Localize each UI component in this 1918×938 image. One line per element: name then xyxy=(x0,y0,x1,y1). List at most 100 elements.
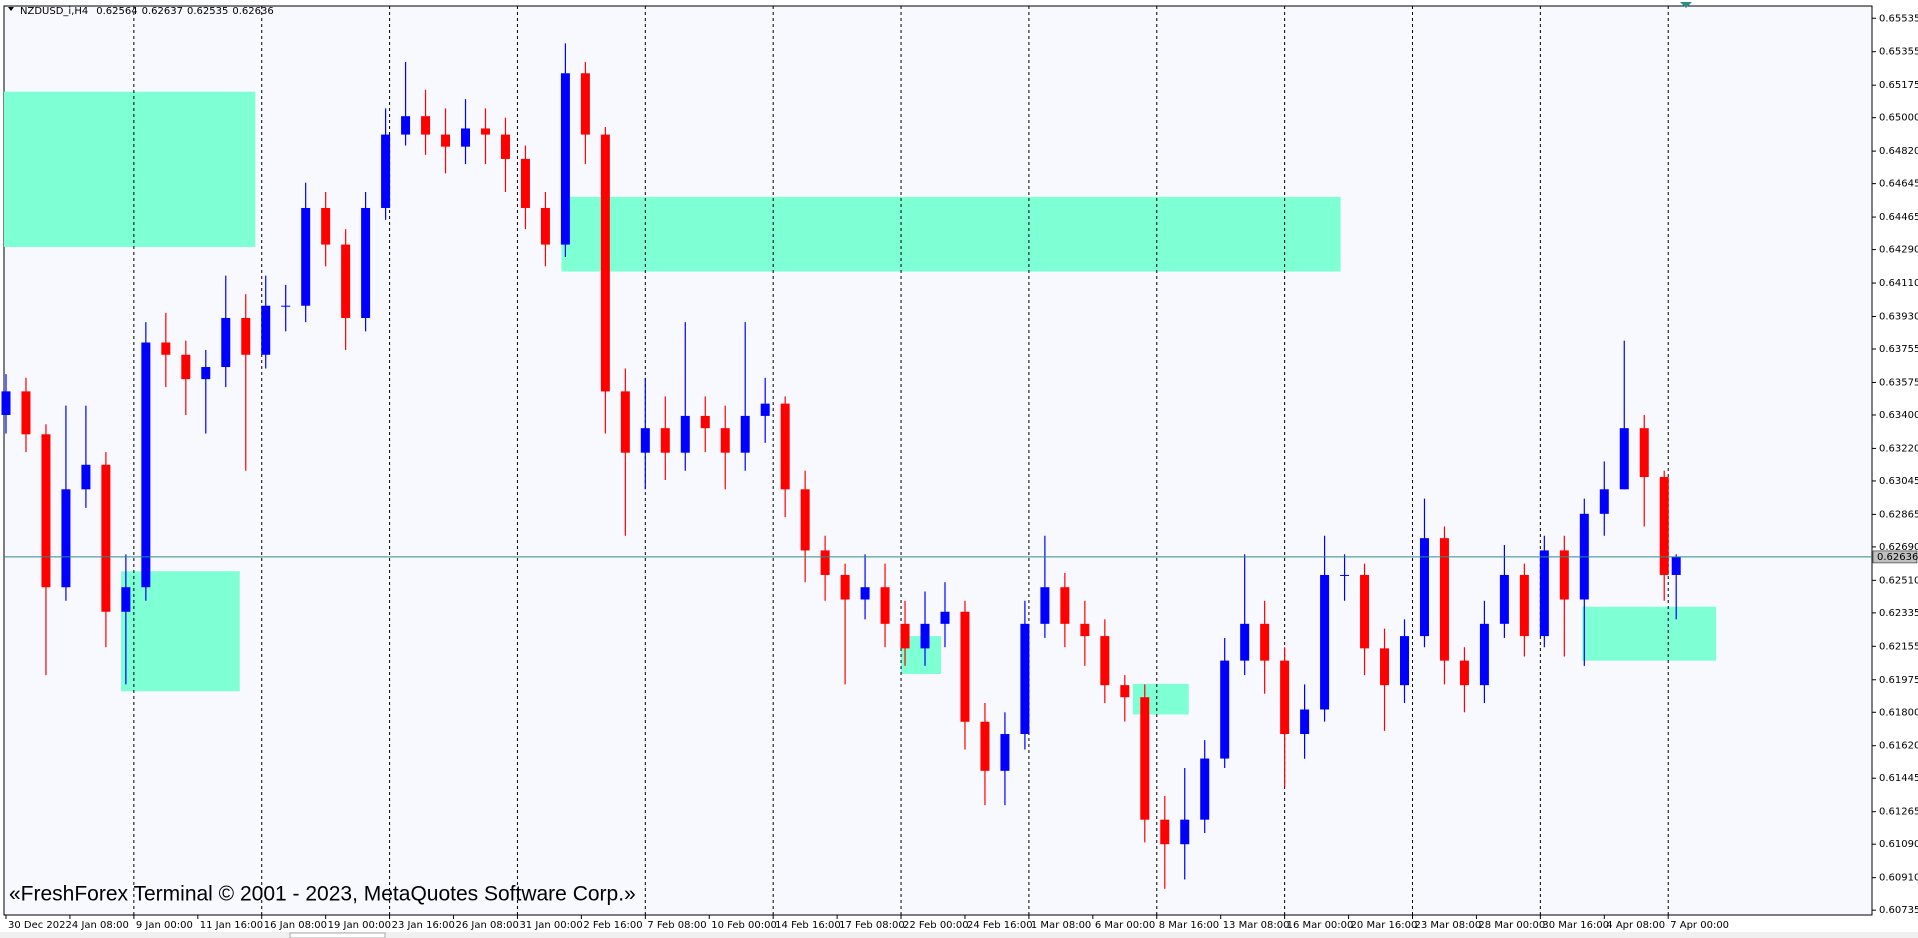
x-tick-label: 24 Feb 16:00 xyxy=(967,920,1033,931)
low: 0.62535 xyxy=(187,6,228,17)
candle-body xyxy=(461,128,471,147)
candle-body xyxy=(780,403,790,490)
tab[interactable] xyxy=(289,932,386,938)
y-tick-label: 0.65535 xyxy=(1879,13,1918,24)
candle-body xyxy=(1280,660,1290,735)
x-tick-label: 7 Apr 00:00 xyxy=(1670,920,1729,931)
candle-body xyxy=(920,623,930,649)
candle-body xyxy=(880,587,890,624)
x-tick-label: 4 Apr 08:00 xyxy=(1606,920,1665,931)
x-tick-label: 31 Jan 00:00 xyxy=(519,920,582,931)
candle-body xyxy=(680,415,690,453)
candle-body xyxy=(1320,574,1330,710)
candle-body xyxy=(261,305,271,355)
candle-body xyxy=(1459,660,1469,686)
candle-body xyxy=(1499,574,1509,624)
candle-body xyxy=(1380,648,1390,686)
candle-body xyxy=(121,587,131,612)
candle-body xyxy=(1220,660,1230,759)
candle-body xyxy=(760,403,770,416)
y-tick-label: 0.61445 xyxy=(1879,773,1918,784)
candle-body xyxy=(900,623,910,649)
y-tick-label: 0.64820 xyxy=(1879,146,1918,157)
candle-body xyxy=(341,244,351,318)
watermark: «FreshForex Terminal © 2001 - 2023, Meta… xyxy=(9,883,636,906)
candle-body xyxy=(1639,428,1649,478)
candle-body xyxy=(560,73,570,245)
candle-body xyxy=(101,464,111,612)
x-tick-label: 19 Jan 00:00 xyxy=(328,920,391,931)
symbol: NZDUSD_i,H4 xyxy=(20,6,88,17)
candle-body xyxy=(740,415,750,453)
y-tick-label: 0.61620 xyxy=(1879,741,1918,752)
candle-body xyxy=(1659,477,1669,575)
price-label: 0.62636 xyxy=(1877,552,1918,563)
y-tick-label: 0.62155 xyxy=(1879,641,1918,652)
candle-body xyxy=(41,434,51,588)
high: 0.62637 xyxy=(142,6,183,17)
candle-body xyxy=(500,134,510,159)
plot-area xyxy=(3,5,1873,916)
candle-body xyxy=(700,415,710,429)
y-tick-label: 0.62865 xyxy=(1879,509,1918,520)
x-tick-label: 6 Mar 00:00 xyxy=(1095,920,1155,931)
y-tick-label: 0.63755 xyxy=(1879,344,1918,355)
menu-arrow[interactable] xyxy=(8,7,14,11)
tab-strip xyxy=(0,932,1918,938)
x-tick-label: 4 Jan 08:00 xyxy=(72,920,129,931)
candle-body xyxy=(241,317,251,355)
header: NZDUSD_i,H4 0.62564 0.62637 0.62535 0.62636 xyxy=(20,6,274,17)
y-tick-label: 0.61800 xyxy=(1879,707,1918,718)
candle-body xyxy=(1120,685,1130,698)
shift-marker[interactable] xyxy=(1680,2,1692,8)
y-tick-label: 0.63045 xyxy=(1879,476,1918,487)
x-tick-label: 16 Mar 00:00 xyxy=(1287,920,1354,931)
candle-body xyxy=(1020,623,1030,735)
candle-body xyxy=(480,128,490,135)
candle-body xyxy=(1100,636,1110,686)
y-tick-label: 0.63220 xyxy=(1879,443,1918,454)
candle-body xyxy=(281,305,291,307)
candle-body xyxy=(61,489,71,588)
x-tick-label: 7 Feb 08:00 xyxy=(647,920,706,931)
zone xyxy=(4,91,256,248)
x-tick-label: 17 Feb 08:00 xyxy=(839,920,905,931)
zone xyxy=(1582,606,1717,661)
candle-body xyxy=(1539,550,1549,637)
candle-body xyxy=(201,367,211,380)
candle-body xyxy=(1000,734,1010,771)
x-tick-label: 13 Mar 08:00 xyxy=(1223,920,1290,931)
candle-body xyxy=(1599,489,1609,514)
x-tick-label: 22 Feb 00:00 xyxy=(903,920,969,931)
y-tick-label: 0.61090 xyxy=(1879,839,1918,850)
candle-body xyxy=(361,207,371,318)
y-tick-label: 0.63575 xyxy=(1879,377,1918,388)
x-tick-label: 1 Mar 08:00 xyxy=(1031,920,1091,931)
candle-body xyxy=(660,428,670,453)
x-tick-label: 30 Dec 2022 xyxy=(8,920,72,931)
candle-body xyxy=(1080,623,1090,637)
x-tick-label: 11 Jan 16:00 xyxy=(200,920,263,931)
candle-body xyxy=(860,587,870,600)
candle-body xyxy=(1040,587,1050,624)
candle-body xyxy=(1240,623,1250,661)
candle-body xyxy=(1140,697,1150,820)
candle-body xyxy=(421,116,431,135)
y-tick-label: 0.64110 xyxy=(1879,278,1918,289)
y-tick-label: 0.65355 xyxy=(1879,47,1918,58)
candle-body xyxy=(1619,428,1629,490)
candle-body xyxy=(1559,550,1569,600)
x-tick-label: 30 Mar 16:00 xyxy=(1542,920,1609,931)
candle-body xyxy=(1180,819,1190,845)
y-tick-label: 0.61975 xyxy=(1879,675,1918,686)
candle-body xyxy=(960,611,970,722)
y-tick-label: 0.62690 xyxy=(1879,542,1918,553)
y-tick-label: 0.62335 xyxy=(1879,608,1918,619)
close: 0.62636 xyxy=(232,6,273,17)
candle-body xyxy=(221,317,231,368)
candle-body xyxy=(1400,636,1409,686)
candle-body xyxy=(940,611,950,624)
y-tick-label: 0.60735 xyxy=(1879,905,1918,916)
x-tick-label: 20 Mar 16:00 xyxy=(1351,920,1418,931)
candle-body xyxy=(1300,709,1310,735)
